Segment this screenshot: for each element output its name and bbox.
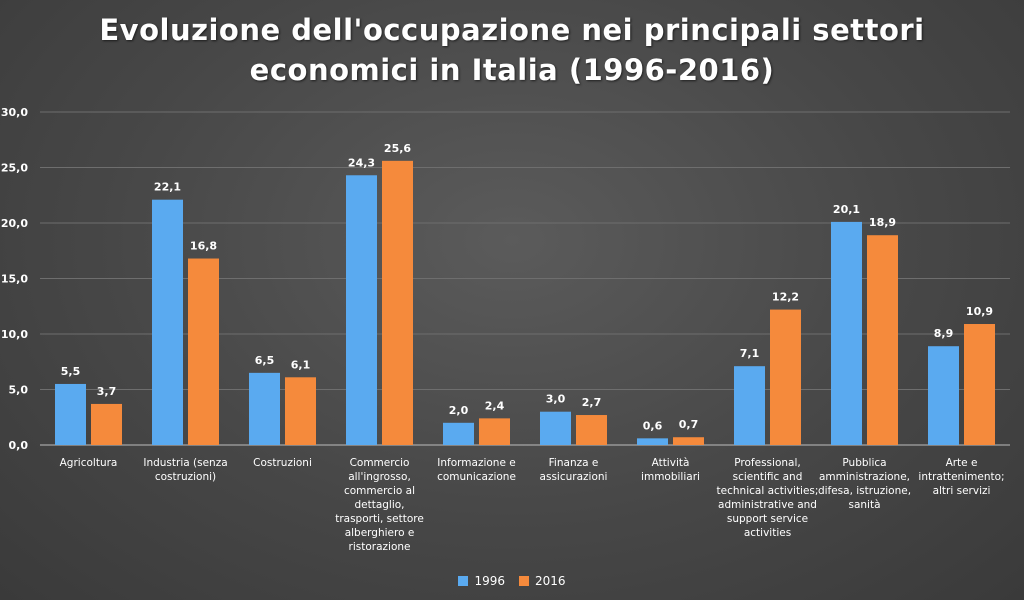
x-category-label: Informazione e [437,457,515,469]
bar-2016 [770,309,801,445]
x-category-label: Pubblica [842,457,886,469]
legend: 1996 2016 [0,574,1024,588]
x-category-label: altri servizi [933,485,991,497]
bar-2016 [576,415,607,445]
bar-2016 [382,160,413,445]
bar-2016 [188,258,219,445]
x-category-label: Commercio [350,457,410,469]
x-category-label: Industria (senza [143,457,227,469]
data-label-2016: 3,7 [97,385,117,398]
x-category-label: intrattenimento; [918,471,1004,483]
bar-2016 [479,418,510,445]
x-category-label: all'ingrosso, [348,471,411,483]
x-category-label: Arte e [946,457,978,469]
data-label-2016: 2,7 [582,396,602,409]
data-label-2016: 12,2 [772,291,799,304]
data-label-1996: 24,3 [348,156,375,169]
legend-swatch-1996 [458,576,469,586]
data-label-1996: 6,5 [255,354,275,367]
data-label-2016: 10,9 [966,305,993,318]
bar-2016 [285,377,316,445]
bar-1996 [831,221,862,445]
bar-1996 [249,372,280,445]
x-category-label: scientific and [733,471,803,483]
y-tick-label: 25,0 [1,162,28,175]
data-label-2016: 25,6 [384,142,411,155]
y-tick-label: 20,0 [1,217,28,230]
legend-item-1996: 1996 [458,574,505,588]
x-category-label: commercio al [344,485,415,497]
x-category-label: Costruzioni [253,457,312,469]
bar-2016 [867,235,898,445]
y-tick-label: 0,0 [9,439,29,452]
x-category-label: activities [744,527,791,539]
x-category-label: sanità [848,499,880,511]
x-category-label: assicurazioni [540,471,608,483]
y-tick-label: 15,0 [1,273,28,286]
x-category-label: Agricoltura [60,457,118,469]
bar-1996 [540,411,571,445]
data-label-1996: 5,5 [61,365,81,378]
data-label-1996: 7,1 [740,347,760,360]
y-tick-label: 5,0 [9,384,29,397]
x-category-label: immobiliari [641,471,700,483]
bar-1996 [346,175,377,445]
chart-title-line-1: Evoluzione dell'occupazione nei principa… [99,13,925,47]
data-label-1996: 3,0 [546,393,566,406]
data-label-1996: 20,1 [833,203,860,216]
x-category-label: technical activities; [717,485,819,497]
data-label-1996: 2,0 [449,404,469,417]
y-tick-label: 10,0 [1,328,28,341]
x-category-label: ristorazione [349,541,411,553]
x-category-label: Attività [652,457,690,469]
bar-2016 [964,324,995,445]
bar-1996 [637,438,668,445]
bar-2016 [673,437,704,445]
y-tick-label: 30,0 [1,106,28,119]
data-label-2016: 16,8 [190,240,217,253]
x-category-label: Finanza e [549,457,599,469]
bar-1996 [734,366,765,445]
data-label-2016: 18,9 [869,216,896,229]
data-label-1996: 22,1 [154,181,181,194]
x-category-label: administrative and [718,499,817,511]
bar-1996 [928,346,959,445]
x-category-label: support service [727,513,808,525]
bar-1996 [55,383,86,445]
data-label-2016: 0,7 [679,418,699,431]
chart-title-line-2: economici in Italia (1996-2016) [249,53,775,87]
data-label-1996: 8,9 [934,327,954,340]
x-category-label: costruzioni) [155,471,216,483]
data-label-2016: 2,4 [485,399,505,412]
x-category-label: alberghiero e [345,527,415,539]
x-category-label: Professional, [734,457,800,469]
bar-2016 [91,403,122,445]
data-label-1996: 0,6 [643,419,663,432]
chart-title: Evoluzione dell'occupazione nei principa… [0,10,1024,90]
bar-1996 [152,199,183,445]
x-category-label: amministrazione, [819,471,910,483]
legend-label-1996: 1996 [474,574,505,588]
legend-label-2016: 2016 [535,574,566,588]
x-category-label: comunicazione [437,471,516,483]
x-category-label: difesa, istruzione, [818,485,911,497]
bar-1996 [443,422,474,445]
data-label-2016: 6,1 [291,358,311,371]
legend-swatch-2016 [519,576,529,586]
x-category-label: dettaglio, [354,499,404,511]
legend-item-2016: 2016 [519,574,566,588]
x-category-label: trasporti, settore [335,513,424,525]
